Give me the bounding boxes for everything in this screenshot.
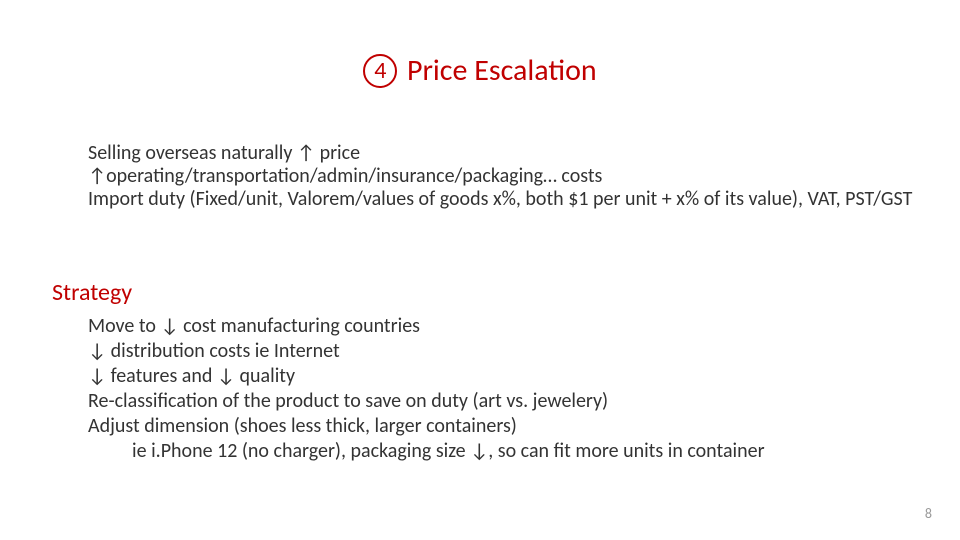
strategy-heading: Strategy <box>52 278 132 307</box>
strategy-text-block: Move to ↓ cost manufacturing countries ↓… <box>88 314 920 464</box>
body-line: Selling overseas naturally ↑ price <box>88 142 920 165</box>
strategy-subline: ie i.Phone 12 (no charger), packaging si… <box>88 439 920 464</box>
page-number: 8 <box>925 505 932 522</box>
strategy-line: Adjust dimension (shoes less thick, larg… <box>88 414 920 439</box>
strategy-line: ↓ features and ↓ quality <box>88 364 920 389</box>
body-line: ↑operating/transportation/admin/insuranc… <box>88 165 920 188</box>
body-text-block: Selling overseas naturally ↑ price ↑oper… <box>88 142 920 211</box>
slide: 4 Price Escalation Selling overseas natu… <box>0 0 960 540</box>
title-text: Price Escalation <box>407 52 597 89</box>
title-number-circle: 4 <box>363 54 397 88</box>
strategy-line: Move to ↓ cost manufacturing countries <box>88 314 920 339</box>
slide-title: 4 Price Escalation <box>0 52 960 89</box>
strategy-line: Re-classification of the product to save… <box>88 389 920 414</box>
body-line: Import duty (Fixed/unit, Valorem/values … <box>88 188 920 211</box>
strategy-line: ↓ distribution costs ie Internet <box>88 339 920 364</box>
